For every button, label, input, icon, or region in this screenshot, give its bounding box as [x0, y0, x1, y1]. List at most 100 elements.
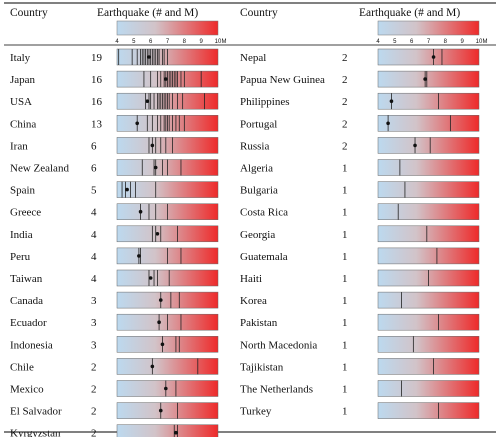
country-label: Mexico [10, 384, 44, 396]
left-scale-unit: M [222, 39, 227, 45]
magnitude-bar [377, 48, 480, 66]
country-label: Italy [10, 52, 31, 64]
mean-magnitude-dot [150, 364, 155, 369]
earthquake-count: 1 [342, 229, 348, 241]
country-label: Nepal [240, 52, 266, 64]
earthquake-count: 19 [91, 52, 103, 64]
magnitude-bar [116, 269, 219, 287]
right-legend-scale: 4 5 6 7 8 9 10 M [376, 20, 488, 45]
country-label: Philippines [240, 96, 290, 108]
country-label: Guatemala [240, 251, 288, 263]
mean-magnitude-dot [413, 143, 417, 148]
country-label: Georgia [240, 229, 275, 241]
mean-magnitude-dot [386, 121, 390, 126]
country-label: Iran [10, 140, 28, 152]
country-label: Indonesia [10, 339, 53, 351]
mean-magnitude-dot [423, 77, 427, 81]
country-label: Russia [240, 140, 269, 152]
earthquake-count: 6 [91, 163, 97, 175]
magnitude-bar [116, 358, 219, 375]
table-row: Peru 4 [10, 247, 219, 265]
table-row: New Zealand 6 [10, 159, 219, 176]
left-earthquake-header: Earthquake (# and M) [97, 7, 198, 19]
magnitude-bar [377, 402, 480, 419]
table-row: Turkey 1 [240, 402, 480, 419]
magnitude-bar [116, 181, 219, 198]
table-row: Indonesia 3 [10, 336, 219, 353]
mean-magnitude-dot [137, 254, 141, 258]
table-row: Italy 19 [10, 48, 219, 66]
mean-magnitude-dot [160, 342, 165, 347]
table-row: Nepal 2 [240, 48, 480, 66]
earthquake-count: 1 [342, 317, 348, 329]
country-label: Papua New Guinea [240, 74, 325, 86]
left-legend-bar [116, 20, 219, 36]
earthquake-count: 3 [91, 295, 97, 307]
magnitude-bar [377, 336, 480, 353]
table-row: Iran 6 [10, 137, 219, 154]
earthquake-count: 6 [91, 140, 97, 152]
magnitude-bar [377, 137, 480, 154]
country-label: Canada [10, 295, 43, 307]
magnitude-bar [116, 336, 219, 353]
left-scale-tick-label: 4 [115, 39, 119, 45]
magnitude-bar [377, 291, 480, 309]
mean-magnitude-dot [148, 276, 153, 280]
earthquake-count: 4 [91, 207, 97, 219]
magnitude-bar [377, 313, 480, 331]
magnitude-bar [116, 424, 219, 437]
country-label: The Netherlands [240, 384, 313, 396]
country-label: Portugal [240, 118, 277, 130]
right-scale-tick-label: 7 [427, 39, 431, 45]
magnitude-bar [377, 225, 480, 243]
right-scale-unit: M [483, 39, 488, 45]
country-label: Korea [240, 295, 267, 307]
country-label: El Salvador [10, 406, 62, 418]
earthquake-count: 2 [91, 428, 97, 437]
left-scale-tick-label: 6 [149, 39, 153, 45]
table-row: Ecuador 3 [10, 313, 219, 331]
earthquake-count: 1 [342, 361, 348, 373]
country-label: India [10, 229, 33, 241]
earthquake-count: 4 [91, 273, 97, 285]
left-scale-tick-label: 9 [199, 39, 203, 45]
country-label: Peru [10, 251, 31, 263]
earthquake-count: 5 [91, 185, 97, 197]
mean-magnitude-dot [174, 430, 178, 435]
table-row: El Salvador 2 [10, 402, 219, 419]
right-scale-tick-label: 4 [376, 39, 380, 45]
table-row: Greece 4 [10, 203, 219, 220]
earthquake-count: 2 [342, 52, 348, 64]
mean-magnitude-dot [145, 99, 150, 103]
table-row: Portugal 2 [240, 115, 480, 132]
country-label: Bulgaria [240, 185, 278, 197]
magnitude-bar [377, 380, 480, 397]
left-scale-tick-label: 7 [166, 39, 170, 45]
magnitude-bar [377, 115, 480, 132]
country-label: Tajikistan [240, 361, 284, 373]
mean-magnitude-dot [138, 209, 143, 214]
country-label: New Zealand [10, 163, 69, 175]
magnitude-bar [116, 402, 219, 419]
right-legend-bar [377, 20, 480, 36]
table-row: USA 16 [10, 92, 219, 110]
table-row: Spain 5 [10, 181, 219, 198]
earthquake-count: 2 [342, 96, 348, 108]
table-row: Tajikistan 1 [240, 358, 480, 375]
mean-magnitude-dot [147, 55, 151, 59]
table-row: Pakistan 1 [240, 313, 480, 331]
magnitude-bar [377, 70, 480, 88]
earthquake-count: 16 [91, 96, 103, 108]
table-row: Costa Rica 1 [240, 203, 480, 220]
country-label: Spain [10, 185, 36, 197]
country-label: Kyrgyzstan [10, 428, 61, 437]
mean-magnitude-dot [431, 55, 436, 59]
mean-magnitude-dot [135, 121, 139, 126]
left-legend-scale: 4 5 6 7 8 9 10 M [115, 20, 227, 45]
earthquake-count: 2 [342, 74, 348, 86]
earthquake-count: 2 [91, 406, 97, 418]
mean-magnitude-dot [153, 165, 158, 170]
earthquake-count: 1 [342, 207, 348, 219]
earthquake-count: 1 [342, 163, 348, 175]
magnitude-bar [377, 92, 480, 110]
